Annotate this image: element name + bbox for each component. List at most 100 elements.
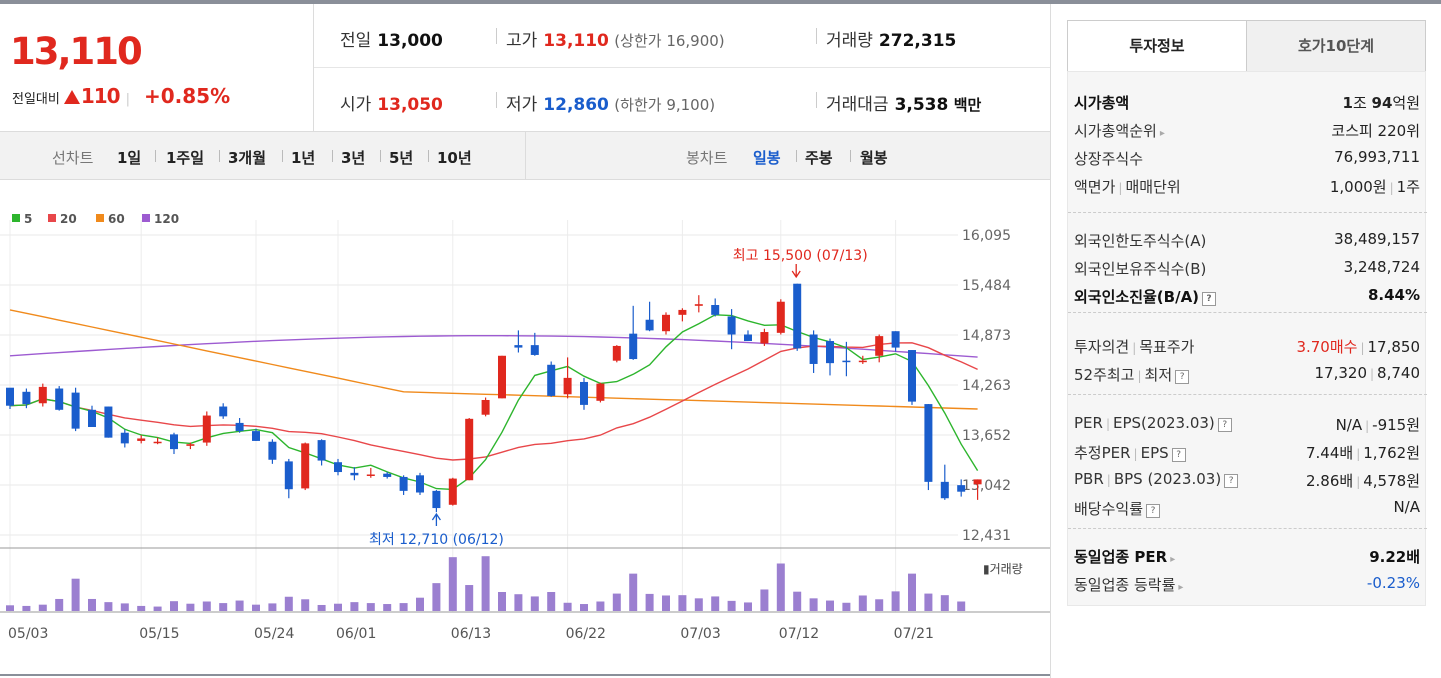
- legend-label: 5: [24, 212, 32, 226]
- candle: [858, 355, 867, 364]
- volume-bar: [498, 592, 506, 611]
- unit-trillion: 조: [1352, 94, 1372, 112]
- candle-body: [760, 332, 769, 344]
- panel-tabs: 투자정보 호가10단계: [1067, 20, 1426, 72]
- candle-body: [432, 490, 441, 509]
- candle-daily[interactable]: 일봉: [753, 149, 781, 167]
- candle-body: [120, 432, 129, 444]
- candle: [875, 334, 884, 363]
- candle-body: [547, 364, 556, 396]
- candle-body: [252, 431, 260, 441]
- candle: [678, 308, 687, 322]
- candle: [465, 417, 474, 481]
- range-1d[interactable]: 1일: [117, 149, 142, 167]
- candle-weekly[interactable]: 주봉: [805, 149, 833, 167]
- volume-bar: [924, 593, 933, 611]
- foreign-hold-row: 외국인보유주식수(B) 3,248,724: [1074, 255, 1420, 281]
- candle: [563, 357, 572, 399]
- volume-bar: [383, 604, 392, 611]
- target-price: 17,850: [1367, 338, 1421, 356]
- candle-monthly[interactable]: 월봉: [860, 149, 888, 167]
- candle-body: [38, 386, 47, 404]
- w52-value: 17,320 | 8,740: [1315, 364, 1421, 382]
- par-value: 1,000원: [1329, 178, 1387, 196]
- sector-per-row[interactable]: 동일업종 PER ▸ 9.22배: [1074, 543, 1420, 569]
- range-10y[interactable]: 10년: [437, 149, 472, 167]
- range-5y[interactable]: 5년: [389, 149, 414, 167]
- candle-body: [481, 399, 490, 415]
- divider: |: [1360, 341, 1365, 355]
- candle: [514, 330, 523, 353]
- help-icon[interactable]: ?: [1146, 504, 1161, 518]
- range-3m[interactable]: 3개월: [228, 149, 267, 167]
- y-tick-label: 13,652: [962, 428, 1011, 444]
- candle: [629, 305, 638, 360]
- price-change: 전일대비 110 | +0.85%: [12, 84, 230, 108]
- foreign-limit-row: 외국인한도주식수(A) 38,489,157: [1074, 227, 1420, 253]
- candle-body: [350, 472, 359, 476]
- candle: [301, 442, 310, 491]
- tab-investment-info[interactable]: 투자정보: [1067, 20, 1247, 72]
- open-value: 13,050: [377, 95, 443, 115]
- est-per-value: 7.44배 | 1,762원: [1306, 442, 1420, 463]
- price-chart[interactable]: 16,095 15,484 14,873 14,263 13,652 13,042 12,4…: [0, 180, 1050, 674]
- chart-toolbar: 선차트 1일 1주일 3개월 1년 3년 5년 10년 봉차트 일봉 주봉 월봉: [0, 132, 1050, 180]
- market-rank-row[interactable]: 시가총액순위 ▸ 코스피 220위: [1074, 117, 1420, 143]
- candle-body: [924, 404, 933, 482]
- sector-change-text: 동일업종 등락률: [1074, 576, 1176, 594]
- volume-bar: [908, 573, 916, 611]
- tab-order-book[interactable]: 호가10단계: [1246, 20, 1426, 72]
- change-amount: 110: [80, 84, 121, 108]
- candle: [120, 429, 129, 448]
- sector-change-row[interactable]: 동일업종 등락률 ▸ -0.23%: [1074, 571, 1420, 597]
- candle-body: [891, 331, 900, 348]
- volume-bar: [219, 603, 228, 611]
- divider: |: [1365, 419, 1370, 433]
- open-label: 시가: [340, 95, 372, 115]
- help-icon[interactable]: ?: [1175, 370, 1190, 384]
- candle: [744, 330, 752, 342]
- candle: [366, 467, 375, 478]
- volume-bar: [153, 606, 162, 611]
- legend-label: 60: [108, 212, 125, 226]
- volume-bar: [317, 604, 326, 611]
- range-3y[interactable]: 3년: [341, 149, 366, 167]
- w52-high-text: 52주최고: [1074, 366, 1135, 384]
- volume-bar: [744, 602, 752, 611]
- per-text: PER: [1074, 414, 1103, 432]
- divider: |: [125, 92, 130, 107]
- candle-body: [399, 476, 408, 491]
- volume-label: 거래량: [826, 31, 873, 51]
- high-price: 고가 13,110 (상한가 16,900): [506, 26, 725, 51]
- divider: |: [1356, 447, 1361, 461]
- candle-body: [596, 383, 605, 401]
- pbr-value: 2.86배 | 4,578원: [1306, 470, 1420, 491]
- divider: |: [1133, 447, 1138, 461]
- candle: [940, 464, 949, 500]
- line-chart-options: 선차트 1일 1주일 3개월 1년 3년 5년 10년: [0, 132, 526, 180]
- range-1w[interactable]: 1주일: [166, 149, 205, 167]
- volume-bar: [186, 603, 195, 611]
- market-cap-row: 시가총액 1조 94억원: [1074, 89, 1420, 115]
- arrow-right-icon: ▸: [1159, 128, 1165, 139]
- divider: [380, 150, 381, 162]
- legend-swatch: [12, 214, 20, 222]
- help-icon[interactable]: ?: [1202, 292, 1217, 306]
- min-annotation: 최저 12,710 (06/12): [369, 532, 504, 548]
- candle-body: [104, 406, 113, 438]
- foreign-ratio-value: 8.44%: [1367, 286, 1420, 304]
- top-border: [0, 0, 1441, 4]
- stats-row-1: 전일 13,000 고가 13,110 (상한가 16,900) 거래량 272,31…: [314, 4, 1050, 68]
- help-icon[interactable]: ?: [1224, 474, 1239, 488]
- candle: [547, 361, 556, 397]
- candle-body: [366, 474, 375, 476]
- candle: [694, 295, 703, 313]
- volume-bar: [481, 556, 490, 611]
- range-1y[interactable]: 1년: [291, 149, 316, 167]
- help-icon[interactable]: ?: [1171, 448, 1186, 462]
- help-icon[interactable]: ?: [1217, 418, 1232, 432]
- candle-body: [301, 443, 310, 489]
- candle-chart-title: 봉차트: [686, 149, 728, 167]
- volume-bar: [120, 603, 129, 611]
